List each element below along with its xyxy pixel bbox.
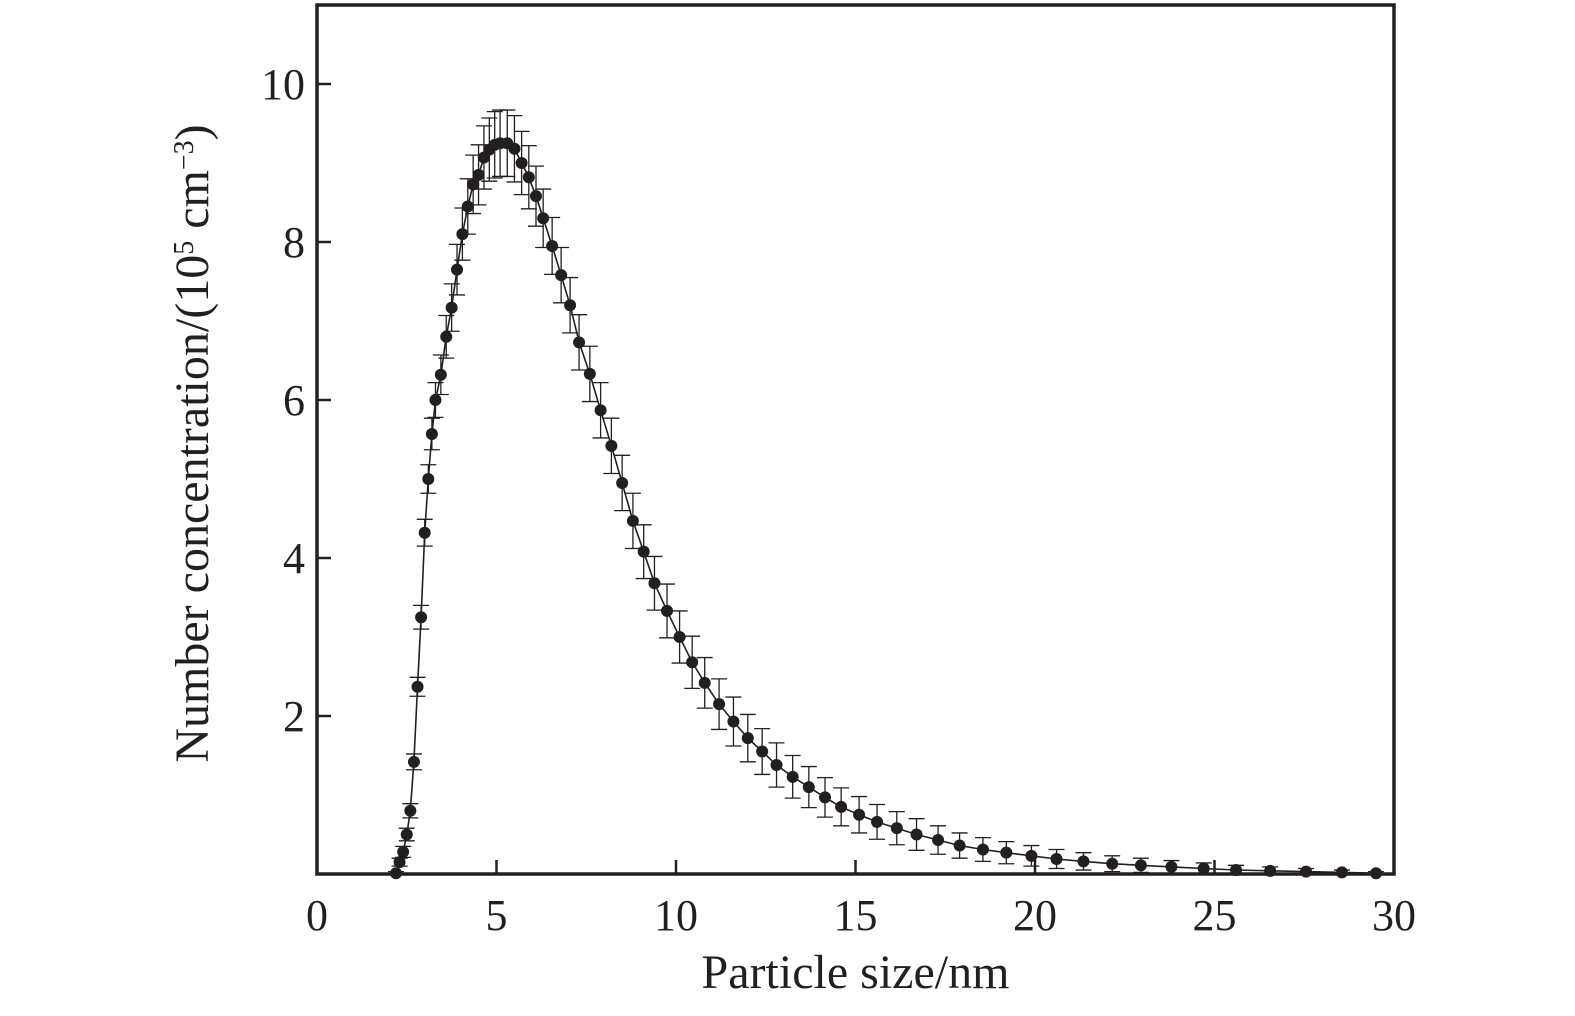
data-point	[422, 473, 435, 485]
data-point	[637, 545, 650, 558]
data-point	[932, 834, 945, 847]
data-point	[425, 427, 438, 440]
data-point	[1134, 859, 1147, 872]
data-point	[467, 178, 480, 191]
data-point	[605, 439, 618, 452]
y-tick-label-10: 10	[261, 60, 305, 109]
y-title-sup-2: −3	[169, 140, 200, 170]
data-point	[522, 171, 535, 184]
data-point	[616, 476, 629, 489]
data-point	[434, 368, 447, 381]
data-point	[407, 755, 420, 768]
data-point	[529, 190, 542, 203]
data-point	[661, 604, 674, 617]
data-point	[451, 263, 464, 276]
data-point	[673, 631, 686, 643]
y-title-sup-1: 5	[169, 241, 200, 255]
data-point	[515, 157, 528, 169]
data-point	[741, 732, 754, 745]
data-point	[1025, 849, 1038, 862]
series-line	[395, 142, 1377, 874]
error-bars	[387, 109, 1385, 875]
data-point	[440, 330, 453, 343]
data-point	[953, 839, 966, 852]
data-point	[1106, 857, 1119, 870]
data-point	[1050, 852, 1063, 865]
data-point	[1000, 846, 1013, 859]
axis-ticks	[315, 82, 1396, 874]
x-axis-title: Particle size/nm	[702, 946, 1010, 999]
data-point	[727, 715, 740, 728]
data-point	[508, 142, 521, 155]
data-point	[564, 299, 577, 312]
data-point	[456, 228, 469, 241]
data-point	[537, 212, 550, 225]
data-point	[626, 514, 639, 527]
data-point	[686, 656, 699, 669]
data-point	[418, 526, 431, 539]
data-point	[756, 745, 769, 758]
x-tick-label-5: 5	[486, 891, 508, 940]
tick-labels: 0 5 10 15 20 25 30 2 4 6 8 10	[261, 60, 1416, 940]
data-point	[818, 791, 831, 804]
data-point	[400, 828, 413, 841]
y-tick-label-8: 8	[283, 218, 305, 267]
data-point	[415, 611, 428, 624]
data-point	[871, 815, 884, 828]
x-tick-label-0: 0	[306, 891, 328, 940]
data-point	[583, 367, 596, 380]
data-point	[853, 808, 866, 821]
y-axis-title: Number concentration/(105 cm−3)	[166, 124, 219, 762]
data-points	[389, 137, 1383, 880]
y-title-end: )	[166, 124, 219, 140]
data-point	[786, 770, 799, 783]
data-point	[411, 680, 424, 693]
y-title-mid: cm	[166, 170, 219, 241]
x-tick-label-10: 10	[654, 891, 698, 940]
data-point	[393, 856, 406, 869]
plot-frame	[315, 3, 1396, 876]
data-point	[429, 394, 442, 406]
data-point	[461, 200, 474, 213]
data-point	[770, 758, 783, 771]
data-point	[835, 800, 848, 813]
data-point	[890, 822, 903, 835]
data-point	[713, 698, 726, 711]
data-point	[910, 828, 923, 841]
data-point	[802, 781, 815, 794]
data-point	[1165, 860, 1178, 873]
data-point	[445, 301, 458, 314]
data-point	[976, 843, 989, 856]
data-point	[555, 269, 568, 282]
data-point	[648, 577, 661, 590]
data-point	[1300, 865, 1313, 878]
x-tick-label-30: 30	[1372, 891, 1416, 940]
data-point	[472, 168, 485, 181]
data-point	[1077, 855, 1090, 868]
data-point	[1197, 862, 1210, 875]
data-point	[594, 404, 607, 417]
y-tick-label-4: 4	[283, 534, 305, 583]
data-point	[397, 845, 410, 858]
y-title-main: Number concentration/(10	[166, 255, 219, 763]
y-tick-label-6: 6	[283, 376, 305, 425]
x-tick-label-15: 15	[834, 891, 878, 940]
x-tick-label-20: 20	[1013, 891, 1057, 940]
x-tick-label-25: 25	[1193, 891, 1237, 940]
data-point	[404, 804, 417, 817]
data-point	[546, 239, 559, 252]
y-tick-label-2: 2	[283, 692, 305, 741]
data-point	[573, 336, 586, 349]
data-point	[698, 676, 711, 689]
